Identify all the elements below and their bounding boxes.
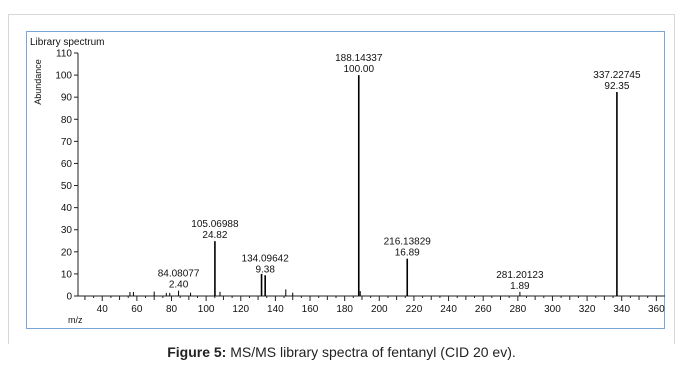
x-tick-label: 140	[267, 304, 284, 315]
peak-mz-label: 84.08077	[158, 269, 200, 280]
y-ticks: 0 10 20 30 40 50 60 70 80 90 100 110	[55, 49, 78, 303]
x-tick-label: 360	[648, 304, 665, 315]
peak-mz-label: 188.14337	[335, 53, 383, 64]
y-tick-label: 70	[61, 137, 73, 148]
peak-mz-label: 105.06988	[191, 219, 239, 230]
x-tick-label: 220	[406, 304, 423, 315]
y-tick-label: 110	[56, 49, 72, 60]
x-tick-label: 300	[544, 304, 561, 315]
peak-mz-label: 216.13829	[384, 237, 432, 248]
x-tick-label: 240	[440, 304, 457, 315]
peak-mz-label: 281.20123	[496, 270, 544, 281]
x-tick-label: 40	[97, 304, 109, 315]
caption-label: Figure 5:	[167, 344, 227, 360]
y-axis-label: Abundance	[33, 59, 43, 105]
x-tick-label: 260	[475, 304, 492, 315]
figure-caption: Figure 5: MS/MS library spectra of fenta…	[0, 344, 683, 360]
x-ticks: 40 60 80 100 120 140 160 180 200 220 240 260 280 300 3…	[84, 296, 665, 315]
peak-mz-label: 134.09642	[242, 253, 290, 264]
peak-value-label: 9.38	[255, 264, 275, 275]
x-tick-label: 100	[198, 304, 215, 315]
peaks	[129, 75, 618, 296]
peak-value-label: 92.35	[604, 81, 629, 92]
peak-mz-label: 337.22745	[593, 70, 641, 81]
y-tick-label: 40	[61, 203, 73, 214]
y-tick-label: 30	[61, 225, 73, 236]
x-tick-label: 120	[232, 304, 249, 315]
peak-value-label: 1.89	[510, 281, 530, 292]
y-tick-label: 10	[61, 269, 73, 280]
peak-value-label: 16.89	[395, 248, 420, 259]
x-tick-label: 60	[131, 304, 143, 315]
y-tick-label: 100	[55, 71, 72, 82]
x-tick-label: 200	[371, 304, 388, 315]
peak-value-label: 100.00	[343, 64, 374, 75]
x-tick-label: 180	[336, 304, 353, 315]
x-axis-label: m/z	[68, 315, 83, 325]
x-tick-label: 80	[166, 304, 178, 315]
x-tick-label: 160	[302, 304, 319, 315]
y-tick-label: 0	[66, 292, 72, 303]
chart-title: Library spectrum	[30, 37, 104, 48]
caption-text: MS/MS library spectra of fentanyl (CID 2…	[230, 344, 516, 360]
axes	[77, 53, 665, 297]
figure-frame-right	[674, 14, 675, 344]
x-tick-label: 340	[613, 304, 630, 315]
y-tick-label: 80	[61, 115, 73, 126]
spectrum-chart: Library spectrum Abundance m/z 0 10 20 30 40…	[30, 37, 665, 325]
figure-frame-left	[8, 14, 9, 344]
peak-value-label: 2.40	[169, 280, 189, 291]
y-tick-label: 90	[61, 93, 73, 104]
y-tick-label: 50	[61, 181, 73, 192]
x-tick-label: 320	[579, 304, 596, 315]
peak-value-label: 24.82	[202, 230, 227, 241]
y-tick-label: 60	[61, 159, 73, 170]
figure-frame-top	[8, 14, 675, 15]
chart-panel	[26, 31, 665, 329]
y-tick-label: 20	[61, 247, 73, 258]
x-tick-label: 280	[509, 304, 526, 315]
